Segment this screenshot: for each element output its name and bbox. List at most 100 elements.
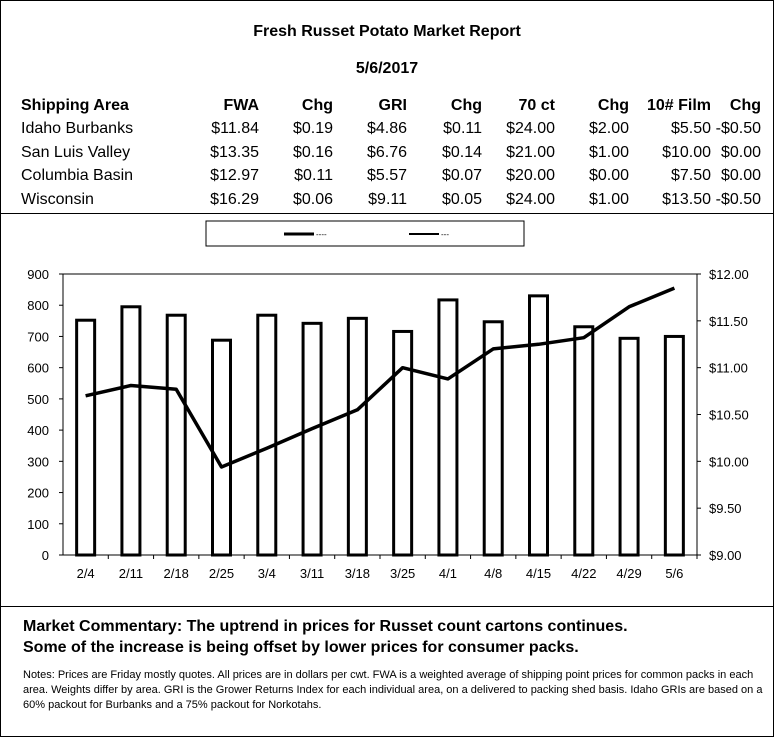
y-right-tick-label: $10.50 [709,408,749,423]
cell-gri: $5.57 [366,167,407,185]
cell-70ct: $24.00 [506,120,555,138]
y-right-tick-label: $12.00 [709,267,749,282]
x-tick-label: 4/15 [526,566,551,581]
x-tick-label: 2/18 [164,566,189,581]
y-left-tick-label: 500 [27,392,49,407]
cell-70ct: $24.00 [506,190,555,208]
y-left-tick-label: 800 [27,298,49,313]
line-series [85,286,676,469]
y-right-tick-label: $11.00 [709,361,748,376]
table-header-row: Shipping Area FWA Chg GRI Chg 70 ct Chg … [21,94,761,118]
cell-10-film: $10.00 [662,143,711,161]
cell-chg: -$0.50 [715,120,761,138]
col-header-chg: Chg [301,96,333,114]
bar [75,318,97,557]
x-tick-label: 4/1 [439,566,457,581]
y-left-tick-label: 200 [27,486,49,501]
col-header-chg: Chg [450,96,482,114]
cell-gri: $4.86 [366,120,407,138]
cell-chg: $1.00 [588,143,629,161]
x-tick-label: 3/25 [390,566,415,581]
cell-gri: $6.76 [366,143,407,161]
col-header-shipping-area: Shipping Area [21,96,129,114]
footnotes: Notes: Prices are Friday mostly quotes. … [23,669,763,711]
y-left-tick-label: 700 [27,329,49,344]
bar [301,321,323,557]
y-left-tick-label: 0 [42,548,49,563]
y-left-tick-label: 900 [27,267,49,282]
bar [120,305,142,557]
x-tick-label: 2/25 [209,566,234,581]
table-row: Idaho Burbanks $11.84 $0.19 $4.86 $0.11 … [21,118,761,142]
cell-chg: $0.11 [294,167,333,185]
cell-chg: $0.00 [720,167,761,185]
col-header-fwa: FWA [223,96,259,114]
y-right-tick-label: $11.50 [709,314,748,329]
plot-border [62,273,698,556]
col-header-chg: Chg [729,96,761,114]
cell-chg: $2.00 [588,120,629,138]
table-row: San Luis Valley $13.35 $0.16 $6.76 $0.14… [21,141,761,165]
col-header-70ct: 70 ct [518,96,555,114]
cell-chg: $0.14 [441,143,482,161]
legend-label-bar: ---- [316,230,327,239]
cell-chg: $0.16 [292,143,333,161]
cell-chg: $0.06 [292,190,333,208]
cell-gri: $9.11 [368,190,407,208]
bar [346,316,368,557]
x-tick-label: 4/8 [484,566,502,581]
y-left-tick-label: 600 [27,361,49,376]
legend-label-line: --- [441,230,449,239]
x-tick-label: 2/11 [119,566,143,581]
commentary-line: Some of the increase is being offset by … [23,639,579,656]
cell-chg: $1.00 [588,190,629,208]
cell-10-film: $5.50 [670,120,711,138]
commentary-line: Market Commentary: The uptrend in prices… [23,618,628,635]
cell-fwa: $13.35 [210,143,259,161]
cell-chg: $0.19 [292,120,333,138]
bar [256,313,278,557]
bar [211,338,232,557]
bar [663,334,685,557]
cell-10-film: $13.50 [662,190,711,208]
cell-chg: $0.00 [588,167,629,185]
y-left-tick-label: 300 [27,454,49,469]
y-left-tick-label: 400 [27,423,49,438]
cell-chg: $0.07 [441,167,482,185]
y-left-tick-label: 100 [27,517,49,532]
col-header-chg: Chg [597,96,629,114]
x-tick-label: 3/18 [345,566,370,581]
cell-chg: $0.11 [443,120,482,138]
x-tick-label: 3/4 [258,566,276,581]
cell-70ct: $20.00 [506,167,555,185]
report-title: Fresh Russet Potato Market Report [253,23,521,40]
bar [437,298,459,557]
x-tick-label: 3/11 [300,566,324,581]
x-tick-label: 5/6 [665,566,683,581]
bar [392,329,414,557]
cell-fwa: $12.97 [210,167,259,185]
bar [573,325,595,557]
col-header-gri: GRI [378,96,407,114]
legend-box [205,220,525,247]
divider [1,606,773,607]
cell-area: Idaho Burbanks [21,120,134,138]
cell-fwa: $11.84 [211,120,259,138]
combo-chart: ---- --- 900 800 700 600 500 400 300 200 100 0 $12… [27,220,749,581]
y-right-tick-label: $10.00 [709,454,749,469]
price-table: Shipping Area FWA Chg GRI Chg 70 ct Chg … [21,94,761,212]
bar [165,313,187,557]
bar [528,294,549,557]
cell-chg: $0.05 [441,190,482,208]
cell-fwa: $16.29 [210,190,259,208]
cell-chg: -$0.50 [715,190,761,208]
cell-area: Columbia Basin [21,167,134,185]
report-date: 5/6/2017 [355,60,419,77]
plot-area: 900 800 700 600 500 400 300 200 100 0 $12.00 $11.50… [27,267,748,581]
cell-70ct: $21.00 [506,143,555,161]
x-tick-label: 4/22 [571,566,596,581]
market-commentary: Market Commentary: The uptrend in prices… [23,616,763,658]
col-header-10-film: 10# Film [646,96,711,114]
bar [618,336,640,557]
